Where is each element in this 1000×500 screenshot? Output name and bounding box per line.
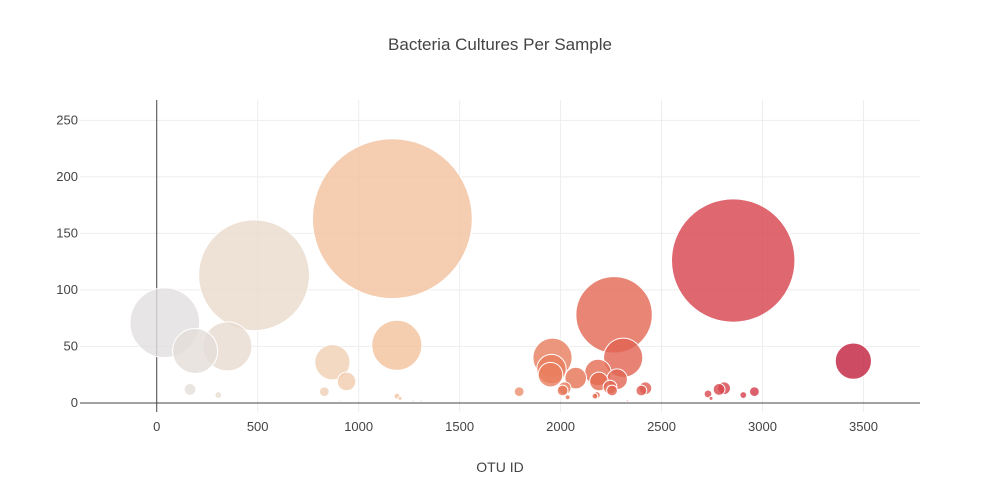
bubble-point[interactable] — [513, 386, 525, 398]
bubble-point[interactable] — [183, 382, 197, 396]
bubble-point[interactable] — [591, 392, 599, 400]
x-tick-label: 1000 — [344, 419, 373, 434]
bubble-point[interactable] — [703, 389, 713, 399]
bubble-point[interactable] — [214, 391, 223, 399]
y-tick-label: 0 — [71, 395, 78, 410]
bubble-point[interactable] — [606, 384, 618, 397]
bubble-point[interactable] — [834, 342, 872, 380]
x-tick-label: 3500 — [849, 419, 878, 434]
x-tick-label: 3000 — [748, 419, 777, 434]
bubble-point[interactable] — [419, 399, 423, 403]
y-tick-label: 150 — [56, 225, 78, 240]
x-tick-label: 1500 — [445, 419, 474, 434]
x-tick-label: 2500 — [647, 419, 676, 434]
y-tick-label: 250 — [56, 112, 78, 127]
bubble-point[interactable] — [311, 138, 473, 300]
bubble-point[interactable] — [371, 319, 423, 371]
x-axis-title: OTU ID — [476, 459, 523, 475]
chart-title: Bacteria Cultures Per Sample — [388, 35, 612, 54]
bubble-point[interactable] — [625, 399, 629, 403]
bubble-point[interactable] — [198, 219, 310, 332]
x-tick-label: 0 — [153, 419, 160, 434]
bubble-point[interactable] — [397, 395, 403, 401]
bubble-point[interactable] — [739, 391, 748, 399]
bubble-point[interactable] — [708, 395, 714, 401]
bubble-point[interactable] — [635, 384, 648, 397]
bubble-point[interactable] — [172, 327, 219, 374]
bubble-point[interactable] — [537, 361, 564, 388]
bubble-point[interactable] — [411, 399, 415, 403]
bubble-point[interactable] — [712, 382, 726, 396]
y-tick-label: 50 — [64, 338, 78, 353]
bubbles — [129, 138, 872, 403]
bubble-point[interactable] — [337, 399, 341, 403]
y-tick-label: 100 — [56, 282, 78, 297]
y-tick-label: 200 — [56, 169, 78, 184]
bubble-point[interactable] — [564, 366, 588, 390]
bubble-point[interactable] — [318, 386, 330, 398]
bubble-point[interactable] — [749, 386, 760, 398]
x-tick-label: 2000 — [546, 419, 575, 434]
axes: 0 500 1000 1500 2000 2500 3000 3500 0 50 100 150 200… — [56, 100, 920, 434]
bubble-point[interactable] — [564, 394, 571, 401]
x-tick-label: 500 — [247, 419, 269, 434]
bubble-point[interactable] — [556, 384, 569, 397]
bubble-point[interactable] — [336, 371, 357, 392]
bubble-point[interactable] — [314, 344, 351, 381]
bubble-point[interactable] — [671, 198, 796, 323]
